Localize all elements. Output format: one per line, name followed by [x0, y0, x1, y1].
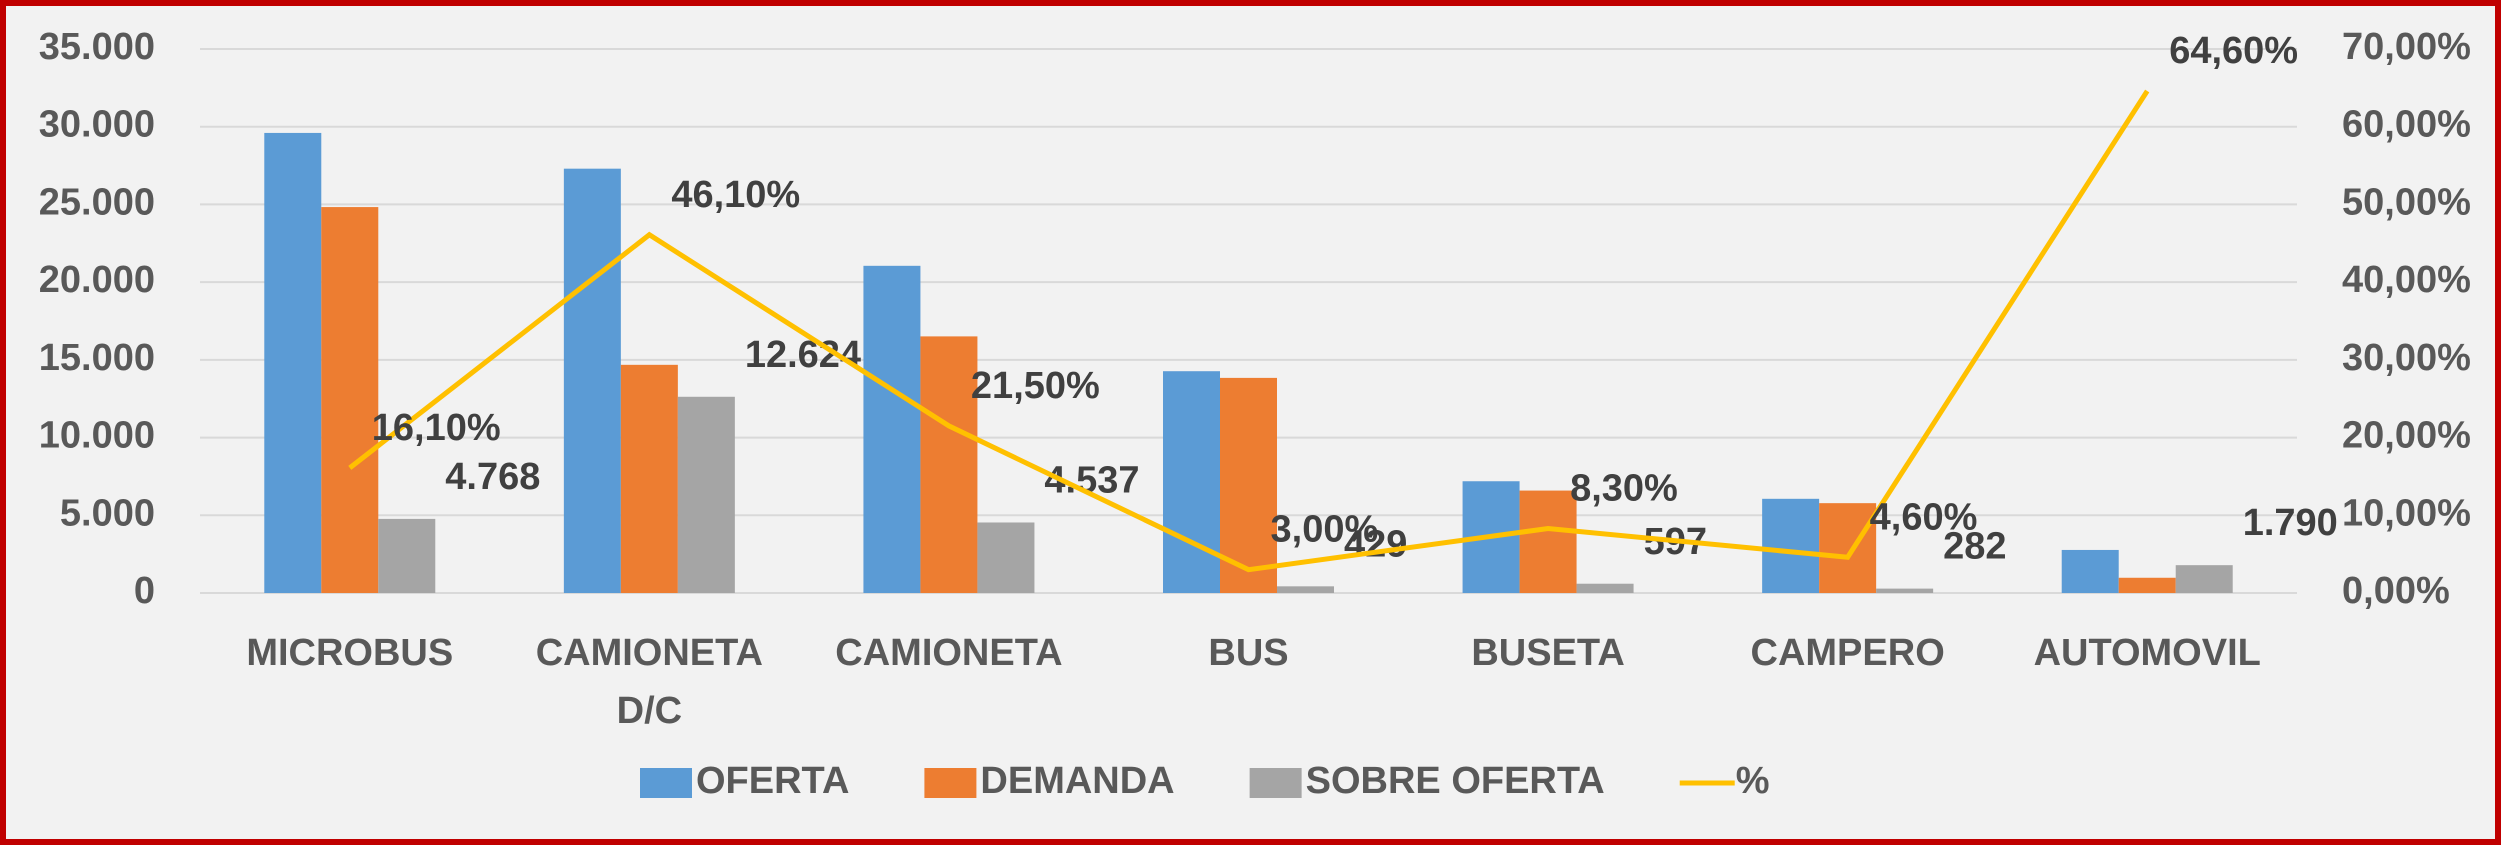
- legend-swatch: [924, 768, 977, 798]
- y2-tick-label: 70,00%: [2342, 26, 2471, 68]
- bar: [1220, 377, 1277, 593]
- bar: [264, 132, 322, 593]
- bar: [1519, 490, 1577, 593]
- x-tick-label: AUTOMOVIL: [2034, 632, 2261, 674]
- y-tick-label: 35.000: [39, 26, 155, 68]
- legend-swatch: [1249, 768, 1302, 798]
- y2-tick-label: 50,00%: [2342, 181, 2471, 223]
- y2-tick-label: 20,00%: [2342, 415, 2471, 457]
- legend-swatch: [640, 768, 692, 798]
- legend-label: SOBRE OFERTA: [1306, 760, 1605, 802]
- bar: [1163, 371, 1220, 593]
- bar: [1762, 498, 1820, 593]
- data-label: 429: [1344, 523, 1407, 565]
- x-tick-label: MICROBUS: [246, 632, 453, 674]
- y2-tick-label: 30,00%: [2342, 337, 2471, 379]
- data-label: 16,10%: [372, 407, 501, 449]
- bar: [620, 364, 678, 593]
- y-tick-label: 30.000: [39, 104, 155, 146]
- x-tick-label: CAMPERO: [1751, 632, 1945, 674]
- data-label: 8,30%: [1570, 468, 1678, 510]
- data-label: 1.790: [2243, 502, 2338, 544]
- x-tick-label: BUSETA: [1471, 632, 1624, 674]
- bar: [977, 522, 1035, 593]
- bar: [1876, 588, 1934, 593]
- y-tick-label: 10.000: [39, 415, 155, 457]
- bar: [1277, 586, 1334, 593]
- data-label: 21,50%: [971, 365, 1100, 407]
- data-label: 46,10%: [671, 174, 800, 216]
- data-label: 64,60%: [2169, 30, 2298, 72]
- y-tick-label: 5.000: [60, 492, 155, 534]
- y-tick-label: 25.000: [39, 181, 155, 223]
- bar: [920, 336, 978, 593]
- bar: [378, 518, 436, 593]
- bar: [1819, 503, 1877, 593]
- legend-label: DEMANDA: [980, 760, 1174, 802]
- legend-label: %: [1736, 760, 1770, 802]
- y2-tick-label: 10,00%: [2342, 492, 2471, 534]
- bar: [2061, 549, 2119, 593]
- bar: [677, 396, 735, 593]
- y2-tick-label: 0,00%: [2342, 570, 2450, 612]
- bar: [863, 265, 921, 593]
- y2-tick-label: 40,00%: [2342, 259, 2471, 301]
- y2-tick-label: 60,00%: [2342, 104, 2471, 146]
- y-tick-label: 15.000: [39, 337, 155, 379]
- data-label: 12.624: [745, 334, 861, 376]
- x-tick-label: CAMIONETA D/C: [536, 632, 763, 732]
- data-label: 282: [1943, 526, 2006, 568]
- y-tick-label: 0: [134, 570, 155, 612]
- y-tick-label: 20.000: [39, 259, 155, 301]
- data-label: 3,00%: [1271, 509, 1379, 551]
- data-label: 4.768: [445, 456, 540, 498]
- x-tick-label: BUS: [1208, 632, 1288, 674]
- bar: [563, 168, 621, 593]
- bar: [321, 207, 379, 593]
- bar: [2118, 577, 2176, 593]
- legend-label: OFERTA: [696, 760, 849, 802]
- x-tick-label: CAMIONETA: [835, 632, 1062, 674]
- line: [348, 89, 2150, 573]
- bar: [1576, 583, 1634, 593]
- bar: [2175, 565, 2233, 593]
- data-label: 4,60%: [1870, 496, 1978, 538]
